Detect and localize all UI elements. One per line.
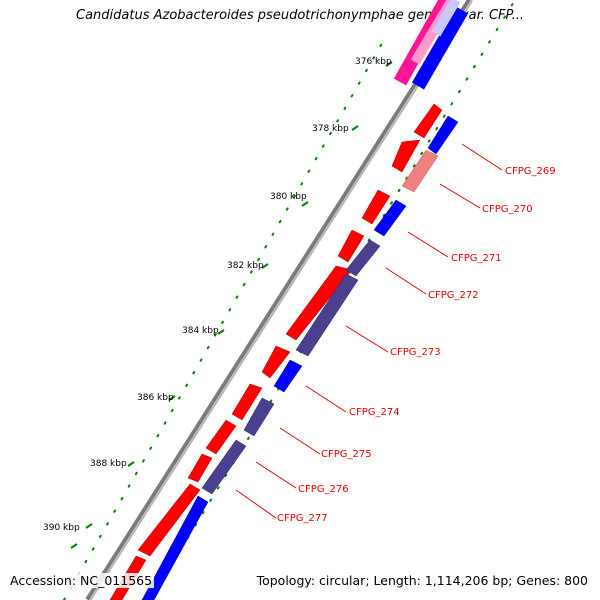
- cds-slate: [345, 239, 381, 277]
- kbp-label: 386 kbp: [137, 393, 174, 403]
- label-leaders: [235, 143, 503, 519]
- cds-blue: [427, 115, 459, 155]
- gene-label: CFPG_273: [390, 347, 441, 358]
- cds-red: [361, 189, 391, 225]
- kbp-label: 382 kbp: [227, 261, 264, 271]
- cds-red: [261, 345, 291, 379]
- cds-slate: [243, 397, 275, 437]
- genome-summary: Topology: circular; Length: 1,114,206 bp…: [254, 573, 590, 588]
- gene-label: CFPG_277: [277, 513, 328, 524]
- kbp-label: 388 kbp: [90, 459, 127, 469]
- feature-blue-top: [411, 6, 469, 90]
- cds-blue: [373, 199, 407, 237]
- cds-blue: [141, 495, 209, 600]
- cds-red: [391, 139, 421, 173]
- forward-cds-track: [109, 103, 443, 600]
- cds-red: [231, 383, 263, 421]
- kbp-scale: 376 kbp 378 kbp 380 kbp 382 kbp 384 kbp …: [43, 57, 392, 533]
- gene-labels: CFPG_269 CFPG_270 CFPG_271 CFPG_272 CFPG…: [277, 166, 556, 524]
- gene-label: CFPG_270: [482, 204, 533, 215]
- gc-dotted-line-outer: [63, 37, 386, 600]
- cds-blue: [273, 359, 303, 393]
- cds-red: [337, 229, 365, 263]
- cds-red: [137, 483, 201, 557]
- cds-pseudo: [401, 149, 439, 193]
- cds-slate: [295, 273, 359, 357]
- gene-label: CFPG_276: [298, 484, 349, 495]
- tick-marks: [70, 61, 393, 549]
- kbp-label: 384 kbp: [182, 326, 219, 336]
- cds-red: [285, 265, 353, 341]
- kbp-label: 390 kbp: [43, 523, 80, 533]
- cds-red: [205, 419, 237, 455]
- gene-label: CFPG_275: [321, 449, 372, 460]
- cds-slate: [201, 439, 247, 495]
- genome-backbone: [85, 0, 473, 600]
- map-title: Candidatus Azobacteroides pseudotrichony…: [76, 8, 524, 23]
- gene-label: CFPG_271: [451, 253, 502, 264]
- feature-lavender-top: [431, 0, 461, 37]
- kbp-label: 380 kbp: [270, 192, 307, 202]
- cds-red: [413, 103, 443, 139]
- gene-label: CFPG_269: [505, 166, 556, 177]
- gene-label: CFPG_272: [428, 290, 479, 301]
- kbp-label: 378 kbp: [312, 124, 349, 134]
- kbp-label: 376 kbp: [355, 57, 392, 67]
- cds-red: [187, 453, 213, 483]
- accession-label: Accession: NC_011565: [8, 573, 155, 588]
- reverse-cds-track: [141, 115, 459, 600]
- gc-dotted-line-inner: [149, 0, 516, 600]
- gene-label: CFPG_274: [349, 407, 400, 418]
